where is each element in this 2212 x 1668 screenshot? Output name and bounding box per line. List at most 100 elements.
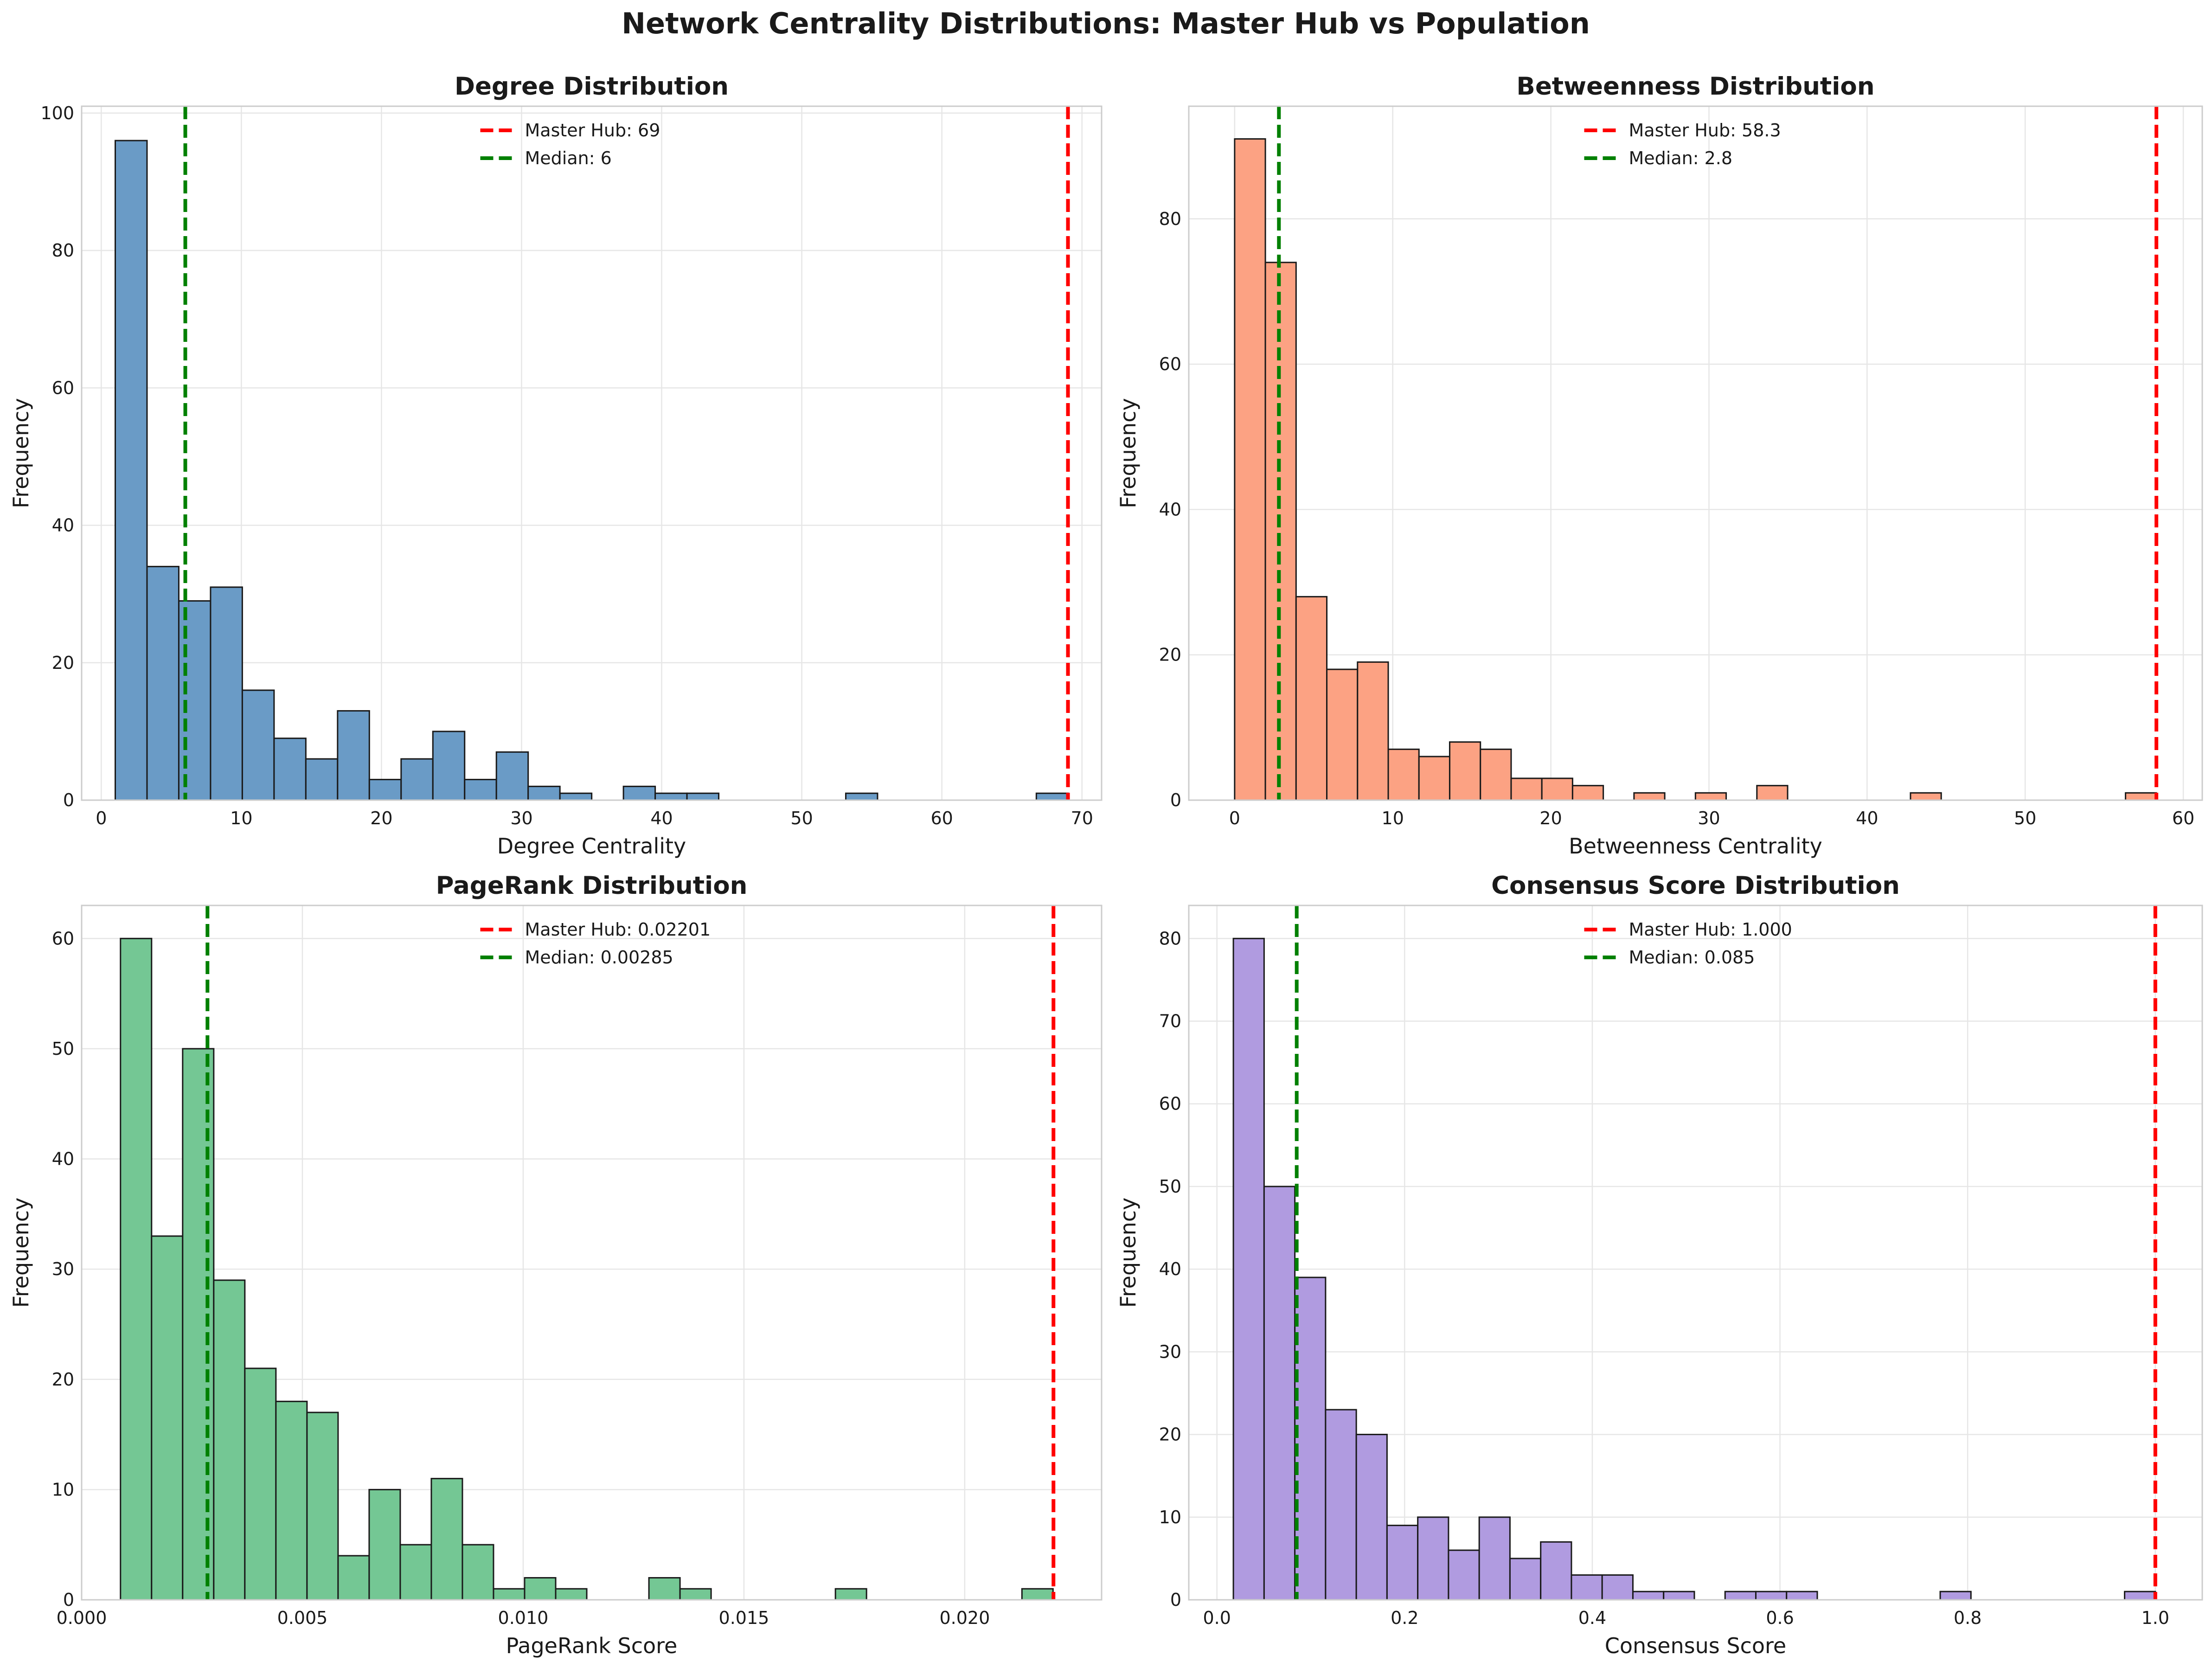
histogram-bar <box>1355 1434 1388 1601</box>
x-tick-label: 50 <box>790 808 813 828</box>
histogram-bar <box>1386 1525 1419 1601</box>
histogram-bar <box>1633 792 1666 801</box>
x-tick-label: 0.010 <box>498 1608 549 1628</box>
histogram-bar <box>1021 1588 1054 1601</box>
y-tick-label: 60 <box>52 928 74 949</box>
y-tick-label: 40 <box>1159 499 1181 520</box>
histogram-bar <box>1295 596 1328 801</box>
histogram-bar <box>273 738 307 801</box>
histogram-bar <box>1540 1541 1572 1601</box>
x-tick-label: 0.2 <box>1391 1608 1418 1628</box>
histogram-bar <box>368 779 402 801</box>
y-tick-label: 40 <box>52 1149 74 1169</box>
histogram-bar <box>241 689 275 801</box>
histogram-bar <box>679 1588 712 1601</box>
histogram-bar <box>1448 1549 1480 1601</box>
histogram-bar <box>1387 748 1420 801</box>
histogram-bar <box>2124 1591 2156 1601</box>
histogram-bar <box>1417 1516 1449 1601</box>
y-tick-label: 40 <box>52 515 74 536</box>
histogram-bar <box>493 1588 526 1601</box>
histogram-bar <box>244 1367 277 1601</box>
histogram-bar <box>1541 777 1573 801</box>
histogram-bar <box>1939 1591 1972 1601</box>
histogram-bar <box>622 785 656 801</box>
y-tick-label: 40 <box>1159 1259 1181 1279</box>
histogram-bar <box>524 1577 557 1601</box>
x-tick-label: 0 <box>1229 808 1240 828</box>
histogram-bar <box>1449 741 1481 801</box>
y-tick-label: 0 <box>1170 790 1181 810</box>
y-tick-label: 10 <box>52 1479 74 1500</box>
x-tick-label: 20 <box>1539 808 1562 828</box>
histogram-bar <box>1632 1591 1665 1601</box>
x-tick-label: 1.0 <box>2141 1608 2169 1628</box>
x-tick-label: 0.015 <box>719 1608 769 1628</box>
histogram-bar <box>648 1577 681 1601</box>
y-tick-label: 70 <box>1159 1011 1181 1032</box>
histogram-bar <box>430 1478 463 1601</box>
y-tick-label: 0 <box>63 790 74 810</box>
histogram-bar <box>654 792 688 801</box>
y-axis-label: Frequency <box>8 398 33 508</box>
legend-median-label: Median: 0.085 <box>1629 947 1755 968</box>
axes-frame <box>1188 905 2203 1601</box>
x-tick-label: 0.8 <box>1954 1608 1981 1628</box>
histogram-bar <box>1694 792 1727 801</box>
y-tick-label: 0 <box>63 1590 74 1610</box>
y-tick-label: 80 <box>52 240 74 261</box>
axes-frame <box>81 905 1103 1601</box>
y-tick-label: 60 <box>1159 1094 1181 1114</box>
histogram-bar <box>1755 1591 1788 1601</box>
histogram-bar <box>1756 785 1789 801</box>
histogram-bar <box>368 1488 401 1601</box>
histogram-panel-3: 0.000 0.005 0.010 0.015 0.020 0 10 20 30 40 50 60 Pa… <box>8 872 1103 1658</box>
y-tick-label: 20 <box>1159 645 1181 665</box>
histogram-bar <box>337 1555 370 1601</box>
axes-frame <box>81 105 1103 801</box>
y-tick-label: 30 <box>52 1259 74 1279</box>
x-tick-label: 10 <box>230 808 252 828</box>
histogram-bar <box>464 779 497 801</box>
legend-median-label: Median: 0.00285 <box>525 947 673 968</box>
x-tick-label: 30 <box>510 808 532 828</box>
histogram-bar <box>337 710 370 801</box>
histogram-bar <box>1232 937 1265 1601</box>
histogram-bar <box>1663 1591 1695 1601</box>
histogram-bar <box>462 1544 494 1601</box>
histogram-bar <box>495 751 529 801</box>
x-tick-label: 10 <box>1382 808 1404 828</box>
histogram-bar <box>275 1400 308 1601</box>
y-axis-label: Frequency <box>8 1198 33 1308</box>
histogram-bar <box>1294 1277 1327 1601</box>
panel-title: Consensus Score Distribution <box>1491 872 1900 900</box>
x-tick-label: 60 <box>2172 808 2194 828</box>
histogram-bar <box>1571 1574 1603 1601</box>
histogram-bar <box>1035 792 1069 801</box>
x-tick-label: 70 <box>1071 808 1093 828</box>
y-tick-label: 50 <box>1159 1176 1181 1197</box>
y-tick-label: 20 <box>52 653 74 673</box>
histogram-bar <box>1571 785 1604 801</box>
histogram-bar <box>1724 1591 1757 1601</box>
plot-area <box>82 106 1102 800</box>
histogram-bar <box>1601 1574 1634 1601</box>
x-tick-label: 0.020 <box>939 1608 990 1628</box>
histogram-bar <box>1234 138 1266 801</box>
histogram-bar <box>559 792 593 801</box>
histogram-bar <box>210 586 243 801</box>
histogram-bar <box>1326 668 1359 801</box>
histogram-bar <box>120 937 153 1601</box>
histogram-bar <box>1480 748 1512 801</box>
panel-title: Degree Distribution <box>455 72 729 101</box>
histogram-bar <box>1786 1591 1818 1601</box>
x-tick-label: 0 <box>96 808 107 828</box>
x-tick-label: 0.0 <box>1203 1608 1231 1628</box>
histogram-bar <box>834 1588 867 1601</box>
x-tick-label: 20 <box>370 808 392 828</box>
histogram-panel-2: 0 10 20 30 40 50 60 0 20 40 60 80 Betweenness Distri… <box>1116 72 2203 859</box>
y-tick-label: 50 <box>52 1039 74 1059</box>
panel-title: Betweenness Distribution <box>1516 72 1874 101</box>
legend-median-label: Median: 6 <box>525 148 612 168</box>
x-tick-label: 0.000 <box>57 1608 107 1628</box>
